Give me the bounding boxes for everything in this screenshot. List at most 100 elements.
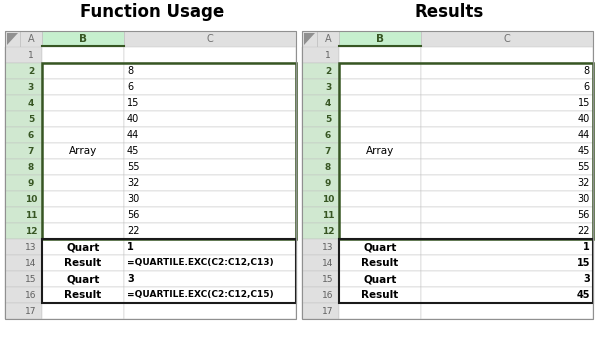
Text: 6: 6 <box>584 82 590 92</box>
Text: Quart: Quart <box>66 274 100 284</box>
Bar <box>421 95 593 111</box>
Bar <box>124 111 296 127</box>
Text: 3: 3 <box>127 274 134 284</box>
Text: 7: 7 <box>325 147 331 156</box>
Text: 22: 22 <box>127 226 139 236</box>
Text: 14: 14 <box>25 258 37 267</box>
Bar <box>42 223 124 239</box>
Bar <box>124 79 296 95</box>
Text: 15: 15 <box>576 258 590 268</box>
Text: C: C <box>504 34 510 44</box>
Text: 6: 6 <box>28 131 34 140</box>
Bar <box>317 31 339 47</box>
Bar <box>42 95 124 111</box>
Bar <box>339 175 421 191</box>
Bar <box>124 47 296 63</box>
Bar <box>5 271 42 287</box>
Bar <box>421 255 593 271</box>
Bar <box>302 175 339 191</box>
Text: Results: Results <box>414 3 483 21</box>
Text: Array: Array <box>69 146 97 156</box>
Text: 2: 2 <box>28 67 34 75</box>
Text: =QUARTILE.EXC(C2:C12,C13): =QUARTILE.EXC(C2:C12,C13) <box>127 258 274 267</box>
Bar <box>5 191 42 207</box>
Text: 8: 8 <box>127 66 133 76</box>
Bar <box>421 47 593 63</box>
Bar <box>339 239 421 255</box>
Bar <box>339 63 593 239</box>
Text: 56: 56 <box>578 210 590 220</box>
Text: 3: 3 <box>583 274 590 284</box>
Text: 1: 1 <box>583 242 590 252</box>
Bar <box>42 79 124 95</box>
Text: 11: 11 <box>25 210 37 220</box>
Bar <box>302 31 317 47</box>
Text: 15: 15 <box>25 274 37 283</box>
Text: 32: 32 <box>578 178 590 188</box>
Bar <box>339 31 421 47</box>
Bar <box>124 127 296 143</box>
Bar <box>124 31 296 47</box>
Text: 55: 55 <box>578 162 590 172</box>
Text: 45: 45 <box>576 290 590 300</box>
Bar <box>20 31 42 47</box>
Text: A: A <box>27 34 35 44</box>
Text: 4: 4 <box>325 99 331 108</box>
Bar <box>42 287 124 303</box>
Bar <box>42 127 124 143</box>
Text: Quart: Quart <box>66 242 100 252</box>
Bar <box>302 111 339 127</box>
Bar <box>124 223 296 239</box>
Text: B: B <box>79 34 87 44</box>
Bar <box>339 111 421 127</box>
Text: 22: 22 <box>578 226 590 236</box>
Bar <box>124 95 296 111</box>
Text: 3: 3 <box>28 83 34 91</box>
Bar <box>421 239 593 255</box>
Bar <box>339 207 421 223</box>
Bar <box>124 207 296 223</box>
Bar <box>421 191 593 207</box>
Text: 4: 4 <box>28 99 34 108</box>
Bar <box>339 239 593 303</box>
Bar <box>42 63 124 79</box>
Bar <box>302 287 339 303</box>
Bar <box>421 159 593 175</box>
Bar <box>124 143 296 159</box>
Bar <box>5 159 42 175</box>
Text: 13: 13 <box>322 242 334 251</box>
Text: 10: 10 <box>25 194 37 204</box>
Bar <box>42 255 124 271</box>
Bar <box>5 127 42 143</box>
Text: Quart: Quart <box>364 242 397 252</box>
Text: 16: 16 <box>322 290 334 299</box>
Bar <box>124 63 296 79</box>
Bar <box>339 47 421 63</box>
Bar <box>339 95 421 111</box>
Bar <box>302 143 339 159</box>
Text: 30: 30 <box>127 194 139 204</box>
Bar <box>339 287 421 303</box>
Text: 5: 5 <box>28 115 34 124</box>
Bar <box>5 303 42 319</box>
Text: 1: 1 <box>325 51 331 59</box>
Text: 8: 8 <box>584 66 590 76</box>
Bar <box>421 127 593 143</box>
Bar <box>421 287 593 303</box>
Text: C: C <box>207 34 213 44</box>
Bar <box>42 175 124 191</box>
Bar <box>5 31 20 47</box>
Bar <box>124 159 296 175</box>
Bar <box>302 271 339 287</box>
Bar <box>42 271 124 287</box>
Text: 12: 12 <box>322 226 334 236</box>
Bar <box>339 143 421 159</box>
Text: Result: Result <box>361 258 399 268</box>
Text: 5: 5 <box>325 115 331 124</box>
Bar <box>42 31 124 47</box>
Text: 7: 7 <box>28 147 34 156</box>
Text: 32: 32 <box>127 178 139 188</box>
Bar <box>421 79 593 95</box>
Text: Result: Result <box>361 290 399 300</box>
Text: 40: 40 <box>127 114 139 124</box>
